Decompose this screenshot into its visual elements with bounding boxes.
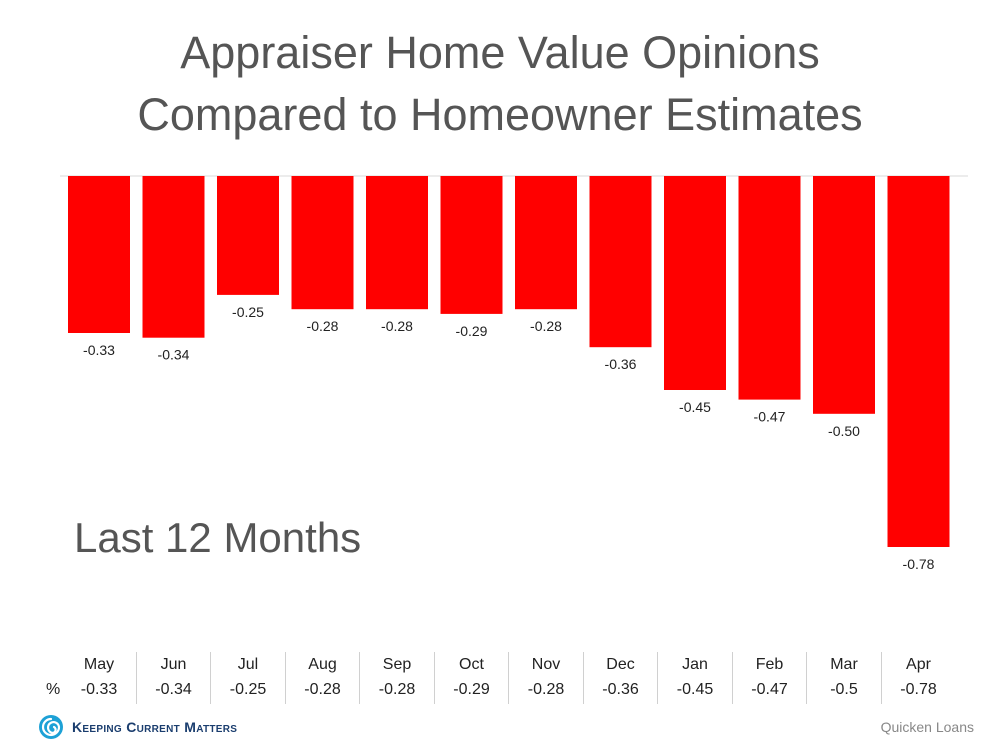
- chart-title: Appraiser Home Value Opinions Compared t…: [0, 22, 1000, 146]
- table-value-feb: -0.47: [751, 681, 788, 698]
- data-label-jun: -0.34: [158, 347, 190, 363]
- table-value-apr: -0.78: [900, 681, 937, 698]
- bar-jul: [217, 176, 279, 295]
- table-row-label: %: [46, 681, 61, 698]
- table-month-jul: Jul: [237, 656, 259, 673]
- data-label-apr: -0.78: [903, 556, 935, 572]
- data-label-feb: -0.47: [754, 409, 786, 425]
- table-month-aug: Aug: [308, 656, 337, 673]
- data-label-oct: -0.29: [456, 323, 488, 339]
- bar-nov: [515, 176, 577, 310]
- data-label-mar: -0.50: [828, 423, 860, 439]
- table-column-separator: [508, 652, 509, 704]
- table-column-separator: [433, 652, 435, 704]
- table-value-aug: -0.28: [304, 681, 341, 698]
- bar-jun: [142, 176, 205, 338]
- table-column-separator: [657, 652, 658, 704]
- bar-chart: -0.33 -0.34 -0.25 -0.28 -0.28 -0.29 -0.28 -0.36…: [60, 175, 968, 572]
- table-column-separator: [135, 652, 137, 704]
- logo-text: Keeping Current Matters: [72, 719, 238, 735]
- table-month-oct: Oct: [459, 656, 484, 673]
- chart-title-line-2: Compared to Homeowner Estimates: [137, 89, 863, 140]
- table-month-apr: Apr: [906, 656, 931, 673]
- bar-jan: [664, 176, 726, 390]
- table-month-feb: Feb: [755, 656, 784, 673]
- source-credit: Quicken Loans: [880, 719, 974, 735]
- table-month-may: May: [83, 656, 115, 673]
- data-label-sep: -0.28: [381, 318, 413, 334]
- bar-oct: [440, 176, 503, 314]
- table-column-separator: [880, 652, 882, 704]
- chart-subtitle: Last 12 Months: [74, 514, 362, 561]
- table-month-sep: Sep: [382, 656, 412, 673]
- spiral-logo-icon: [39, 715, 63, 739]
- data-label-dec: -0.36: [605, 356, 637, 372]
- data-label-jul: -0.25: [232, 304, 264, 320]
- table-month-mar: Mar: [830, 656, 858, 673]
- bar-aug: [291, 176, 354, 310]
- bar-feb: [738, 176, 801, 400]
- bar-mar: [813, 176, 875, 414]
- table-month-jun: Jun: [160, 656, 187, 673]
- table-column-separator: [731, 652, 733, 704]
- bar-dec: [589, 176, 652, 348]
- table-month-nov: Nov: [531, 656, 561, 673]
- bar-may: [68, 176, 130, 333]
- data-label-nov: -0.28: [530, 318, 562, 334]
- table-month-dec: Dec: [606, 656, 635, 673]
- table-value-sep: -0.28: [378, 681, 416, 698]
- table-column-separator: [359, 652, 360, 704]
- data-label-jan: -0.45: [679, 399, 711, 415]
- table-month-jan: Jan: [682, 656, 708, 673]
- table-column-separator: [806, 652, 807, 704]
- data-label-aug: -0.28: [307, 318, 339, 334]
- table-column-separator: [582, 652, 584, 704]
- table-column-separator: [210, 652, 211, 704]
- kcm-logo: Keeping Current Matters: [38, 712, 237, 742]
- bar-apr: [887, 176, 950, 547]
- chart-title-line-1: Appraiser Home Value Opinions: [180, 27, 820, 78]
- table-value-jul: -0.25: [229, 681, 267, 698]
- data-label-may: -0.33: [83, 342, 115, 358]
- table-value-oct: -0.29: [453, 681, 490, 698]
- table-value-jan: -0.45: [676, 681, 714, 698]
- bar-sep: [366, 176, 428, 310]
- table-value-nov: -0.28: [527, 681, 565, 698]
- table-value-mar: -0.5: [830, 681, 858, 698]
- table-value-jun: -0.34: [155, 681, 192, 698]
- table-column-separator: [284, 652, 286, 704]
- table-value-dec: -0.36: [602, 681, 639, 698]
- table-value-may: -0.33: [80, 681, 118, 698]
